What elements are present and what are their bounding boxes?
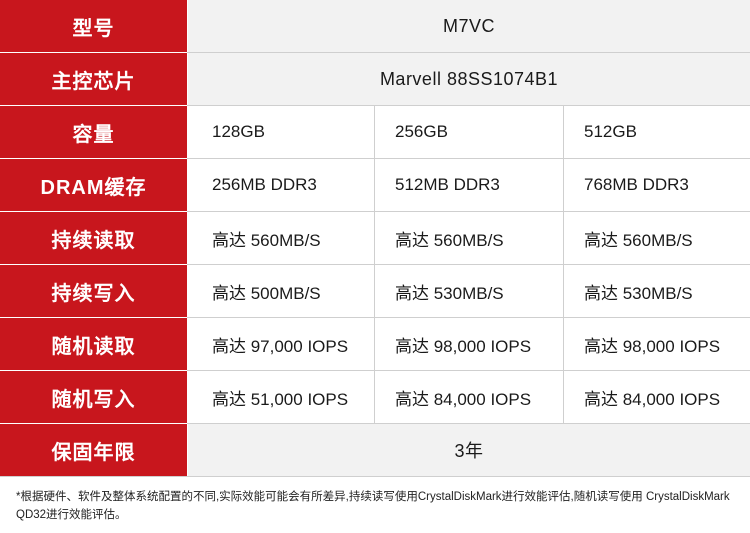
row-label: 容量 [0, 106, 187, 158]
table-cell: 512MB DDR3 [395, 175, 500, 194]
table-cell: 高达 530MB/S [584, 283, 693, 303]
row-label: 持续写入 [0, 265, 187, 317]
row-capacity: 容量 128GB 256GB 512GB [0, 106, 750, 158]
model-value: M7VC [188, 0, 750, 52]
footnote: *根据硬件、软件及整体系统配置的不同,实际效能可能会有所差异,持续读写使用Cry… [16, 491, 730, 521]
table-cell: 高达 98,000 IOPS [584, 336, 721, 356]
controller-value: Marvell 88SS1074B1 [188, 53, 750, 105]
row-model: 型号 M7VC [0, 0, 750, 52]
row-label: 保固年限 [0, 424, 187, 476]
table-cell: 高达 560MB/S [584, 230, 693, 250]
table-cell: 高达 530MB/S [395, 283, 504, 303]
table-cell: 128GB [212, 122, 265, 141]
table-cell: 高达 84,000 IOPS [395, 389, 532, 409]
table-cell: 高达 51,000 IOPS [212, 389, 349, 409]
row-warranty: 保固年限 3年 [0, 424, 750, 476]
row-label: 持续读取 [0, 212, 187, 264]
table-cell: 高达 560MB/S [212, 230, 321, 250]
table-cell: 高达 560MB/S [395, 230, 504, 250]
row-rand-write: 随机写入 高达 51,000 IOPS 高达 84,000 IOPS 高达 84… [0, 371, 750, 423]
table-cell: 768MB DDR3 [584, 175, 689, 194]
table-cell: 高达 97,000 IOPS [212, 336, 349, 356]
row-rand-read: 随机读取 高达 97,000 IOPS 高达 98,000 IOPS 高达 98… [0, 318, 750, 370]
row-label: DRAM缓存 [0, 159, 187, 211]
table-cell: 高达 98,000 IOPS [395, 336, 532, 356]
warranty-value: 3年 [188, 424, 750, 476]
row-dram: DRAM缓存 256MB DDR3 512MB DDR3 768MB DDR3 [0, 159, 750, 211]
table-cell: 256MB DDR3 [212, 175, 317, 194]
table-cell: 高达 500MB/S [212, 283, 321, 303]
row-label: 型号 [0, 0, 187, 52]
row-seq-write: 持续写入 高达 500MB/S 高达 530MB/S 高达 530MB/S [0, 265, 750, 317]
row-label: 主控芯片 [0, 53, 187, 105]
table-cell: 512GB [584, 122, 637, 141]
row-label: 随机写入 [0, 371, 187, 423]
row-seq-read: 持续读取 高达 560MB/S 高达 560MB/S 高达 560MB/S [0, 212, 750, 264]
row-label: 随机读取 [0, 318, 187, 370]
table-cell: 256GB [395, 122, 448, 141]
table-cell: 高达 84,000 IOPS [584, 389, 721, 409]
row-controller: 主控芯片 Marvell 88SS1074B1 [0, 53, 750, 105]
